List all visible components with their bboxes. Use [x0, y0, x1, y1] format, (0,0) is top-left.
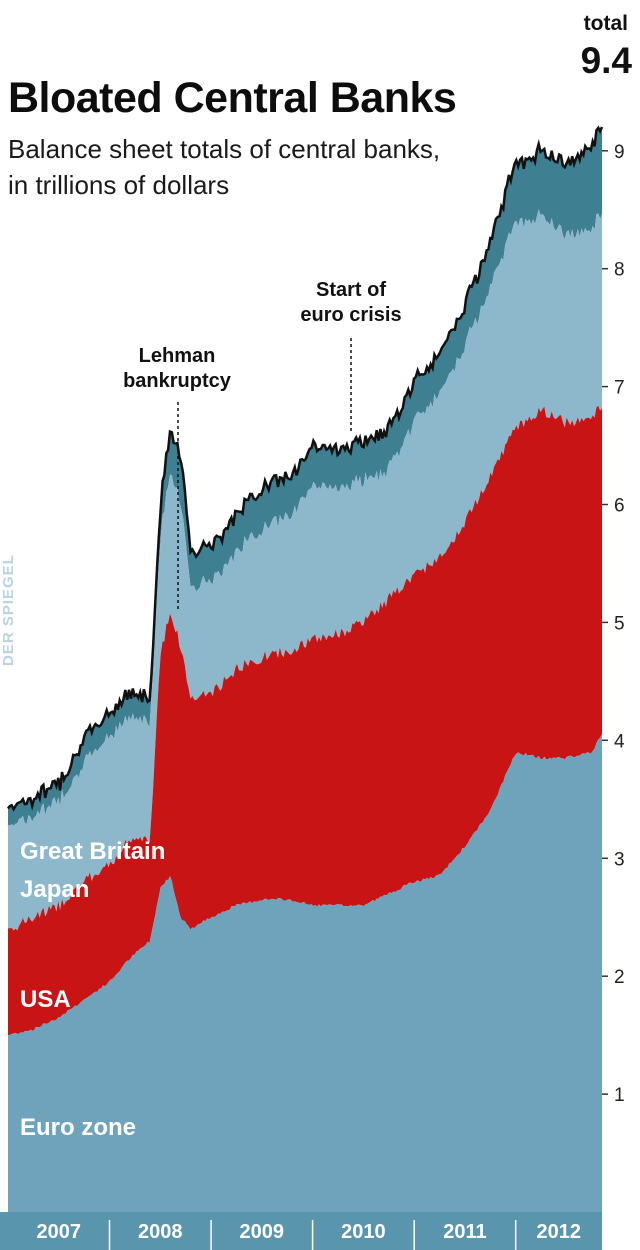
chart-subtitle-line2: in trillions of dollars	[8, 170, 230, 200]
y-axis: 1 2 3 4 5 6 7 8 9	[602, 142, 625, 1106]
area-usa	[8, 405, 602, 1036]
y-tick-label: 9	[614, 142, 625, 163]
series-label-japan: Japan	[20, 876, 90, 903]
annotation-lehman-line1: Lehman	[138, 345, 216, 367]
series-label-great-britain: Great Britain	[20, 838, 166, 865]
total-label: total	[583, 12, 628, 35]
y-tick-label: 6	[614, 496, 625, 517]
annotation-euro-crisis: Start of euro crisis	[290, 278, 412, 328]
annotation-euro-line1: Start of	[316, 279, 386, 301]
annotation-euro-line2: euro crisis	[300, 304, 402, 326]
total-line	[7, 125, 604, 812]
area-japan	[8, 209, 602, 931]
chart-title: Bloated Central Banks	[8, 74, 457, 122]
annotation-lehman: Lehman bankruptcy	[122, 344, 232, 394]
x-axis-band: 2007 2008 2009 2010 2011 2012	[0, 1212, 602, 1250]
y-tick-label: 1	[614, 1085, 625, 1106]
annotation-lehman-line2: bankruptcy	[123, 370, 231, 392]
x-tick-label: 2009	[240, 1221, 285, 1243]
series-label-usa: USA	[20, 986, 71, 1013]
series-areas	[8, 127, 602, 1212]
chart-subtitle-line1: Balance sheet totals of central banks,	[8, 134, 441, 164]
area-great-britain	[8, 127, 602, 826]
x-tick-label: 2008	[138, 1221, 183, 1243]
y-tick-label: 3	[614, 849, 625, 870]
y-tick-label: 5	[614, 613, 625, 634]
x-tick-label: 2010	[341, 1221, 386, 1243]
y-tick-label: 7	[614, 378, 625, 399]
total-value: 9.4	[580, 40, 632, 81]
x-axis-band-bg	[0, 1212, 602, 1250]
x-tick-label: 2007	[37, 1221, 82, 1243]
x-tick-label: 2012	[537, 1221, 582, 1243]
y-tick-label: 2	[614, 967, 625, 988]
area-euro-zone	[8, 734, 602, 1212]
x-tick-label: 2011	[443, 1221, 486, 1243]
y-tick-label: 8	[614, 260, 625, 281]
source-watermark: DER SPIEGEL	[0, 554, 17, 666]
y-tick-label: 4	[614, 731, 625, 752]
series-label-euro-zone: Euro zone	[20, 1114, 137, 1141]
